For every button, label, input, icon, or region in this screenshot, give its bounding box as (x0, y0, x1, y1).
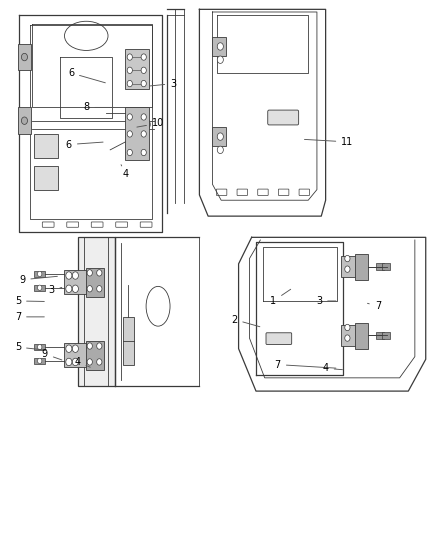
Bar (18, 108, 31, 134)
Circle shape (141, 149, 146, 156)
Text: 7: 7 (367, 301, 381, 311)
Text: 5: 5 (15, 296, 44, 306)
Circle shape (97, 359, 102, 365)
Circle shape (127, 149, 132, 156)
Bar (355, 323, 368, 349)
Circle shape (87, 270, 92, 276)
Circle shape (72, 358, 78, 366)
Circle shape (141, 131, 146, 137)
Bar (78, 237, 115, 386)
Circle shape (127, 131, 132, 137)
Bar (34, 344, 45, 350)
Circle shape (217, 146, 223, 154)
Circle shape (141, 67, 146, 74)
Text: 4: 4 (322, 364, 343, 373)
Text: 7: 7 (15, 312, 44, 322)
Circle shape (345, 255, 350, 262)
Circle shape (97, 286, 102, 292)
Circle shape (21, 53, 28, 61)
Circle shape (141, 54, 146, 60)
Circle shape (345, 266, 350, 272)
Circle shape (142, 121, 148, 127)
Bar (125, 49, 149, 89)
Circle shape (38, 271, 42, 277)
Circle shape (127, 80, 132, 87)
Text: 11: 11 (304, 137, 353, 147)
Bar (123, 317, 134, 365)
Bar (34, 134, 58, 158)
Circle shape (127, 114, 132, 120)
Text: 1: 1 (270, 289, 291, 306)
Bar (382, 263, 390, 270)
Bar (355, 254, 368, 280)
Text: 2: 2 (231, 314, 260, 327)
Text: 6: 6 (66, 140, 103, 150)
Circle shape (141, 114, 146, 120)
Circle shape (66, 358, 72, 366)
Circle shape (141, 80, 146, 87)
Circle shape (66, 272, 72, 279)
Circle shape (217, 133, 223, 140)
FancyBboxPatch shape (266, 333, 292, 344)
Circle shape (72, 272, 78, 279)
Text: 7: 7 (275, 360, 336, 369)
FancyBboxPatch shape (268, 110, 299, 125)
Bar (125, 108, 149, 160)
Bar (86, 341, 104, 370)
Bar (34, 285, 45, 291)
Circle shape (87, 286, 92, 292)
Bar (341, 256, 356, 277)
Bar (34, 358, 45, 364)
Text: 3: 3 (150, 78, 177, 88)
Text: 10: 10 (137, 118, 164, 128)
Circle shape (97, 270, 102, 276)
Bar (376, 332, 384, 338)
Circle shape (345, 324, 350, 330)
Bar (86, 268, 104, 297)
Circle shape (97, 343, 102, 349)
Circle shape (140, 118, 150, 131)
Circle shape (345, 335, 350, 341)
Circle shape (38, 358, 42, 364)
Bar (18, 44, 31, 70)
Bar (34, 271, 45, 277)
Circle shape (87, 343, 92, 349)
Circle shape (66, 285, 72, 293)
Bar (382, 332, 390, 338)
Text: 8: 8 (83, 102, 114, 112)
Text: 4: 4 (74, 357, 90, 367)
Circle shape (72, 285, 78, 293)
Bar (212, 37, 226, 56)
Circle shape (217, 43, 223, 50)
Bar (34, 166, 58, 190)
Circle shape (127, 54, 132, 60)
Circle shape (38, 285, 42, 290)
Text: 4: 4 (121, 165, 128, 179)
Circle shape (66, 345, 72, 352)
Circle shape (38, 344, 42, 350)
Text: 9: 9 (42, 349, 62, 360)
Text: 6: 6 (68, 68, 106, 83)
Bar (376, 263, 384, 270)
Bar (212, 127, 226, 146)
Text: 3: 3 (316, 296, 336, 306)
Bar (341, 325, 356, 346)
Circle shape (217, 56, 223, 63)
Text: 5: 5 (15, 342, 44, 352)
Text: 9: 9 (19, 274, 57, 285)
Text: 3: 3 (48, 285, 62, 295)
Bar (64, 270, 88, 294)
Bar (64, 343, 88, 367)
Circle shape (127, 67, 132, 74)
Circle shape (21, 117, 28, 124)
Circle shape (87, 359, 92, 365)
Circle shape (72, 345, 78, 352)
